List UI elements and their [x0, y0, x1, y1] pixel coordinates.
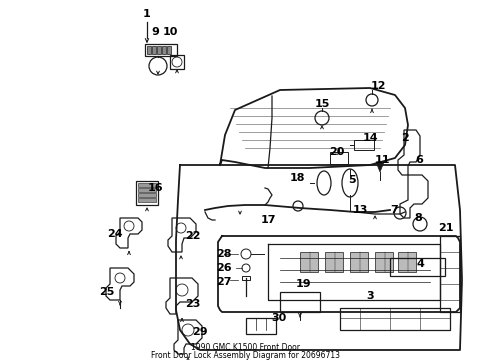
Bar — [147, 46, 151, 54]
Bar — [350, 252, 368, 272]
Bar — [354, 140, 374, 150]
Text: 25: 25 — [99, 287, 115, 297]
Text: 5: 5 — [348, 175, 356, 185]
Bar — [330, 152, 348, 164]
Bar — [138, 198, 156, 202]
Polygon shape — [376, 162, 384, 172]
Text: 29: 29 — [192, 327, 208, 337]
Bar — [280, 292, 320, 312]
Bar — [390, 258, 445, 276]
Text: 10: 10 — [162, 27, 178, 37]
Bar — [138, 188, 156, 192]
Bar — [440, 236, 460, 312]
Bar — [167, 46, 171, 54]
Text: 1: 1 — [143, 9, 151, 19]
Bar — [340, 308, 450, 330]
Text: 14: 14 — [362, 133, 378, 143]
Text: 6: 6 — [415, 155, 423, 165]
Bar — [375, 252, 393, 272]
Bar — [162, 46, 166, 54]
Text: 18: 18 — [289, 173, 305, 183]
Text: 19: 19 — [295, 279, 311, 289]
Text: 16: 16 — [147, 183, 163, 193]
Text: 24: 24 — [107, 229, 123, 239]
Text: 2: 2 — [401, 133, 409, 143]
Bar — [170, 55, 184, 69]
Text: 17: 17 — [260, 215, 276, 225]
Bar — [157, 46, 161, 54]
Bar — [246, 318, 276, 334]
Text: 28: 28 — [216, 249, 232, 259]
Bar — [145, 44, 177, 56]
Bar — [242, 276, 250, 280]
Text: 27: 27 — [216, 277, 232, 287]
Text: 7: 7 — [390, 205, 398, 215]
Bar — [300, 252, 318, 272]
Bar — [152, 46, 156, 54]
Bar — [325, 252, 343, 272]
Bar — [138, 193, 156, 197]
Bar — [138, 183, 156, 187]
Text: 21: 21 — [438, 223, 454, 233]
Text: 9: 9 — [151, 27, 159, 37]
Text: 3: 3 — [366, 291, 374, 301]
Text: 4: 4 — [416, 259, 424, 269]
Text: 11: 11 — [374, 155, 390, 165]
Text: 23: 23 — [185, 299, 201, 309]
Text: Front Door Lock Assembly Diagram for 20696713: Front Door Lock Assembly Diagram for 206… — [150, 351, 340, 360]
Text: 1990 GMC K1500 Front Door: 1990 GMC K1500 Front Door — [191, 343, 299, 352]
Text: 8: 8 — [414, 213, 422, 223]
Text: 30: 30 — [271, 313, 287, 323]
Bar — [398, 252, 416, 272]
Text: 26: 26 — [216, 263, 232, 273]
Text: 22: 22 — [185, 231, 201, 241]
Text: 13: 13 — [352, 205, 368, 215]
Bar — [136, 181, 158, 205]
Text: 12: 12 — [370, 81, 386, 91]
Text: 20: 20 — [329, 147, 344, 157]
Text: 15: 15 — [314, 99, 330, 109]
